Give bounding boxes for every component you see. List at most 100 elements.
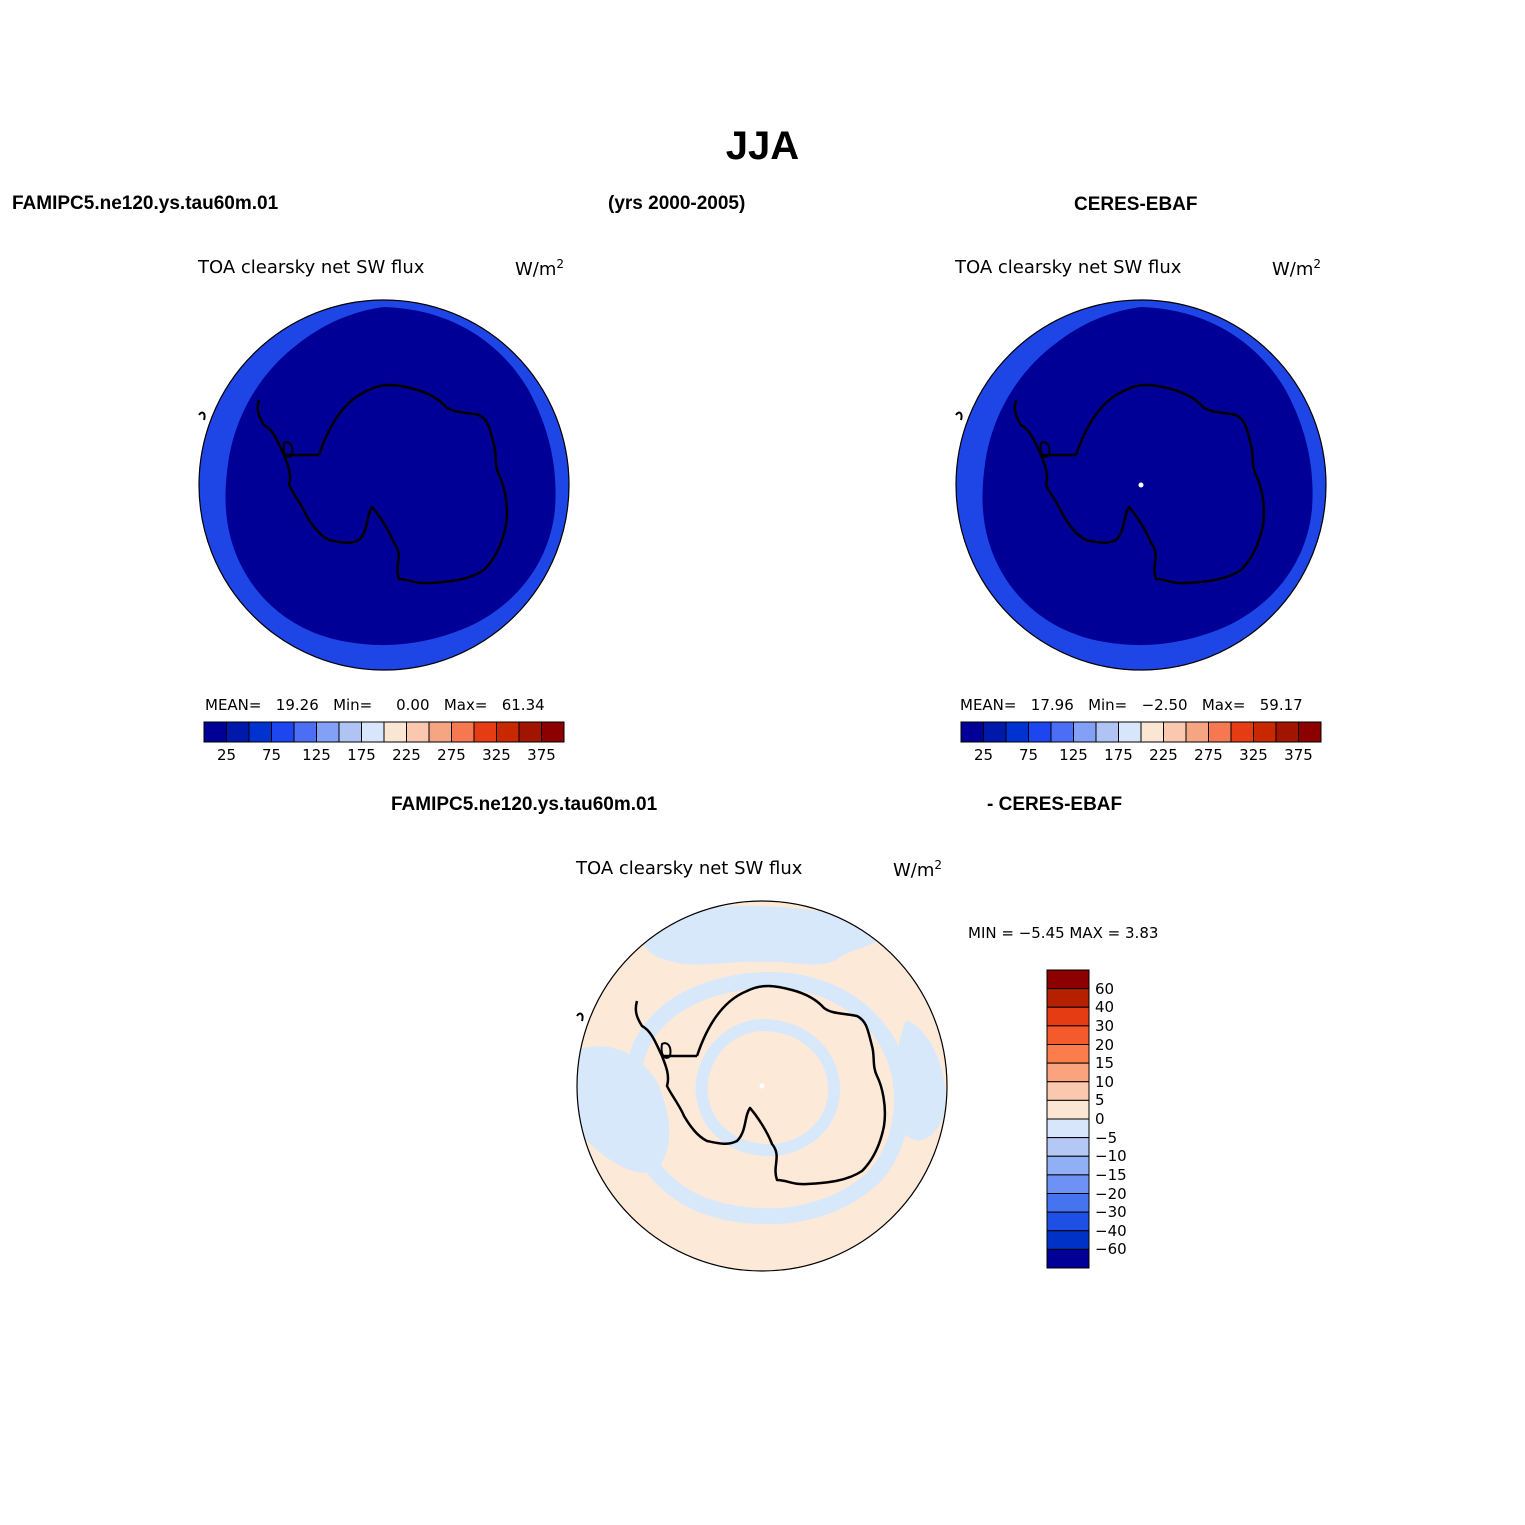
diff-colorbar-tick-label: −5 [1095,1128,1118,1147]
model-colorbar-tick-label: 325 [482,746,511,764]
diff-colorbar-tick-label: −10 [1095,1147,1127,1166]
main-title: JJA [725,124,800,168]
obs-colorbar-swatch [1230,721,1254,743]
obs-panel-units: W/m2 [1272,257,1321,280]
diff-colorbar-tick-label: −30 [1095,1203,1127,1222]
diff-panel-title: TOA clearsky net SW flux [576,858,803,879]
model-max-value: 61.34 [501,696,545,714]
diff-colorbar-tick-label: 40 [1095,998,1115,1017]
diff-colorbar-swatch [1046,969,1090,990]
model-colorbar-tick-label: 25 [216,746,237,764]
diff-colorbar-swatch [1046,1155,1090,1176]
model-colorbar-swatch [203,721,227,743]
obs-colorbar-tick-label: 25 [973,746,994,764]
model-colorbar-swatch [451,721,475,743]
model-colorbar-tick-label: 275 [437,746,466,764]
obs-colorbar-swatch [1028,721,1052,743]
model-colorbar-swatch [541,721,565,743]
model-colorbar-tick-label: 125 [302,746,331,764]
diff-coastline [576,984,887,1186]
diff-map-border [576,900,948,1272]
model-colorbar-swatch [316,721,340,743]
obs-coastline [955,383,1266,585]
diff-colorbar-tick-label: 5 [1095,1091,1105,1110]
model-inner-fill [225,307,556,646]
model-colorbar-swatch [226,721,250,743]
model-colorbar-swatch [293,721,317,743]
diff-colorbar-tick-label: −40 [1095,1221,1127,1240]
obs-colorbar-swatch [1298,721,1322,743]
obs-pole-dot [1138,482,1144,488]
model-colorbar-tick-label: 175 [347,746,376,764]
diff-header-right: - CERES-EBAF [987,794,1123,815]
obs-map [955,299,1327,671]
model-colorbar-tick-label: 75 [261,746,282,764]
obs-colorbar-swatch [1095,721,1119,743]
obs-panel-title: TOA clearsky net SW flux [955,257,1182,278]
obs-colorbar-tick-label: 375 [1284,746,1313,764]
obs-colorbar-swatch [1275,721,1299,743]
model-colorbar-swatch [338,721,362,743]
obs-colorbar-swatch [1073,721,1097,743]
model-map [198,299,570,671]
diff-colorbar-swatch [1046,1062,1090,1083]
diff-colorbar-ticks: 60 40 30 20 15 10 5 0 −5 −10 −15 −20 −30 −40 −60 [1095,970,1155,1268]
diff-colorbar-tick-label: −15 [1095,1165,1127,1184]
model-colorbar-swatch [496,721,520,743]
obs-colorbar-swatch [1050,721,1074,743]
diff-colorbar [1046,969,1090,1269]
obs-min-label: Min= [1088,696,1128,714]
diff-colorbar-tick-label: −20 [1095,1184,1127,1203]
obs-units-text: W/m [1272,259,1314,280]
obs-mean-label: MEAN= [960,696,1017,714]
model-colorbar-tick-label: 375 [527,746,556,764]
model-min-value: 0.00 [396,696,430,714]
model-colorbar-swatch [248,721,272,743]
model-colorbar-swatch [271,721,295,743]
diff-colorbar-swatch [1046,1099,1090,1120]
model-panel-units: W/m2 [515,257,564,280]
diff-colorbar-swatch [1046,1211,1090,1232]
obs-colorbar-swatch [1185,721,1209,743]
diff-colorbar-tick-label: 30 [1095,1016,1115,1035]
model-mean-label: MEAN= [205,696,262,714]
obs-colorbar-tick-label: 225 [1149,746,1178,764]
model-mean-value: 19.26 [275,696,319,714]
left-header: FAMIPC5.ne120.ys.tau60m.01 [12,193,279,214]
diff-pole-dot [759,1083,765,1089]
obs-colorbar-swatch [1208,721,1232,743]
model-colorbar [203,721,565,743]
diff-map [576,900,948,1272]
model-colorbar-tick-label: 225 [392,746,421,764]
diff-negative-outer [642,906,886,965]
diff-units-sup: 2 [934,858,943,872]
obs-max-value: 59.17 [1259,696,1303,714]
model-panel-title: TOA clearsky net SW flux [198,257,425,278]
diff-negative-east [894,1020,947,1141]
diff-header-left: FAMIPC5.ne120.ys.tau60m.01 [391,794,658,815]
obs-colorbar-swatch [983,721,1007,743]
obs-colorbar-swatch [1005,721,1029,743]
obs-max-label: Max= [1201,696,1246,714]
diff-panel-units: W/m2 [893,858,942,881]
diff-colorbar-swatch [1046,1006,1090,1027]
model-min-label: Min= [333,696,373,714]
obs-colorbar-tick-label: 275 [1194,746,1223,764]
obs-colorbar-ticks: 25 75 125 175 225 275 325 375 [961,746,1321,766]
obs-min-value: −2.50 [1141,696,1188,714]
diff-colorbar-tick-label: 20 [1095,1035,1115,1054]
diff-colorbar-swatch [1046,1118,1090,1139]
diff-colorbar-swatch [1046,1230,1090,1250]
diff-colorbar-swatch [1046,1025,1090,1045]
model-colorbar-swatch [428,721,452,743]
diff-negative-ring [623,971,910,1225]
diff-colorbar-swatch [1046,1137,1090,1157]
model-units-sup: 2 [556,257,565,271]
diff-colorbar-swatch [1046,1248,1090,1269]
diff-negative-west [577,1046,670,1173]
obs-colorbar-swatch [1163,721,1187,743]
model-colorbar-swatch [383,721,407,743]
diff-units-text: W/m [893,860,935,881]
diff-colorbar-swatch [1046,1044,1090,1064]
right-header: CERES-EBAF [1074,194,1198,215]
